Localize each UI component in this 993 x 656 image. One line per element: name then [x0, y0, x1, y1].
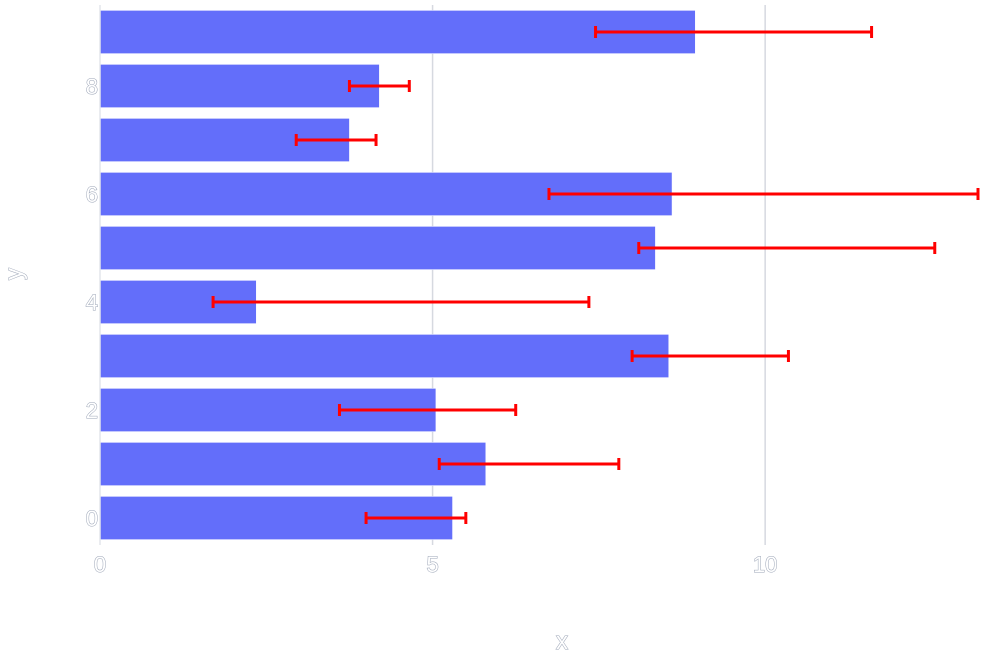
x-axis-title: x [556, 628, 568, 655]
x-tick-label-10: 10 [753, 552, 777, 577]
bar-5 [99, 226, 656, 270]
error-bars [211, 26, 980, 524]
y-tick-label-0: 0 [86, 506, 98, 531]
y-tick-label-8: 8 [86, 74, 98, 99]
bar-1 [99, 442, 487, 486]
x-tick-label-5: 5 [426, 552, 438, 577]
y-tick-label-6: 6 [86, 182, 98, 207]
y-tick-label-2: 2 [86, 398, 98, 423]
bar-3 [99, 334, 669, 378]
axes: 0 5 10 0 2 4 6 8 [85, 5, 778, 578]
y-tick-label-4: 4 [86, 290, 98, 315]
bars [99, 10, 696, 540]
x-tick-label-0: 0 [94, 552, 106, 577]
y-axis-title: y [1, 268, 28, 280]
bar-8 [99, 64, 380, 108]
